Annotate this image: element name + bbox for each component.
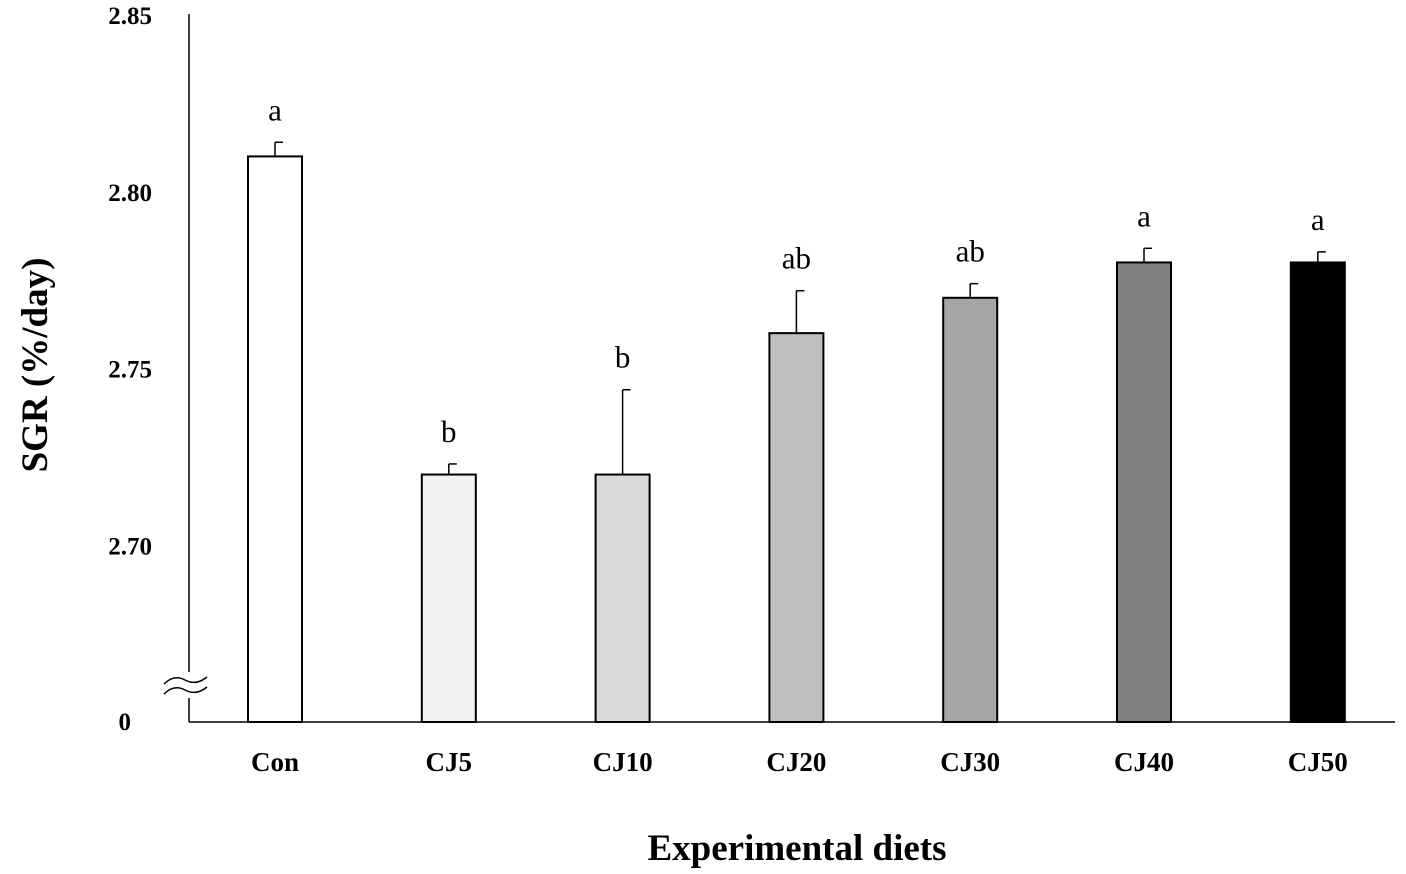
bar-cj30 — [942, 296, 999, 723]
bar-con — [247, 155, 303, 723]
bar-cj50 — [1289, 261, 1346, 723]
bars-layer — [247, 141, 1346, 723]
error-bar-cj20 — [795, 289, 805, 334]
x-tick-label-cj50: CJ50 — [1288, 747, 1348, 777]
significance-label-cj50: a — [1311, 202, 1325, 237]
x-tick-labels: Con CJ5 CJ10 CJ20 CJ30 CJ40 CJ50 — [251, 747, 1348, 777]
error-bar-cj40 — [1143, 247, 1152, 263]
significance-label-cj30: ab — [956, 234, 985, 269]
x-tick-label-cj5: CJ5 — [426, 747, 473, 777]
significance-label-cj20: ab — [782, 241, 811, 276]
x-axis-title: Experimental diets — [647, 828, 946, 869]
x-tick-label-con: Con — [251, 747, 299, 777]
error-bar-cj10 — [621, 388, 631, 475]
error-bar-con — [274, 141, 283, 157]
y-tick-label: 2.70 — [108, 533, 152, 560]
y-tick-labels: 2.70 2.75 2.80 2.85 — [108, 3, 152, 560]
error-bar-cj30 — [969, 282, 979, 298]
axis-break-icon — [163, 672, 208, 698]
bar-cj40 — [1116, 261, 1172, 723]
significance-label-con: a — [268, 92, 282, 127]
x-tick-label-cj30: CJ30 — [940, 747, 1000, 777]
y-tick-label: 2.75 — [108, 357, 152, 384]
y-tick-label: 2.80 — [108, 180, 152, 207]
y-tick-label-zero: 0 — [119, 709, 132, 736]
error-bar-cj50 — [1317, 251, 1326, 263]
bar-cj10 — [594, 473, 651, 723]
bar-cj20 — [768, 332, 825, 723]
y-tick-label: 2.85 — [108, 3, 152, 30]
error-bar-cj5 — [448, 463, 457, 475]
significance-label-cj10: b — [615, 340, 631, 375]
y-axis-title: SGR (%/day) — [15, 258, 56, 473]
x-tick-label-cj20: CJ20 — [766, 747, 826, 777]
significance-label-cj40: a — [1137, 198, 1151, 233]
x-tick-label-cj10: CJ10 — [593, 747, 653, 777]
bar-cj5 — [420, 473, 477, 723]
axes-layer — [163, 14, 1395, 723]
significance-label-cj5: b — [441, 414, 457, 449]
x-tick-label-cj40: CJ40 — [1114, 747, 1174, 777]
